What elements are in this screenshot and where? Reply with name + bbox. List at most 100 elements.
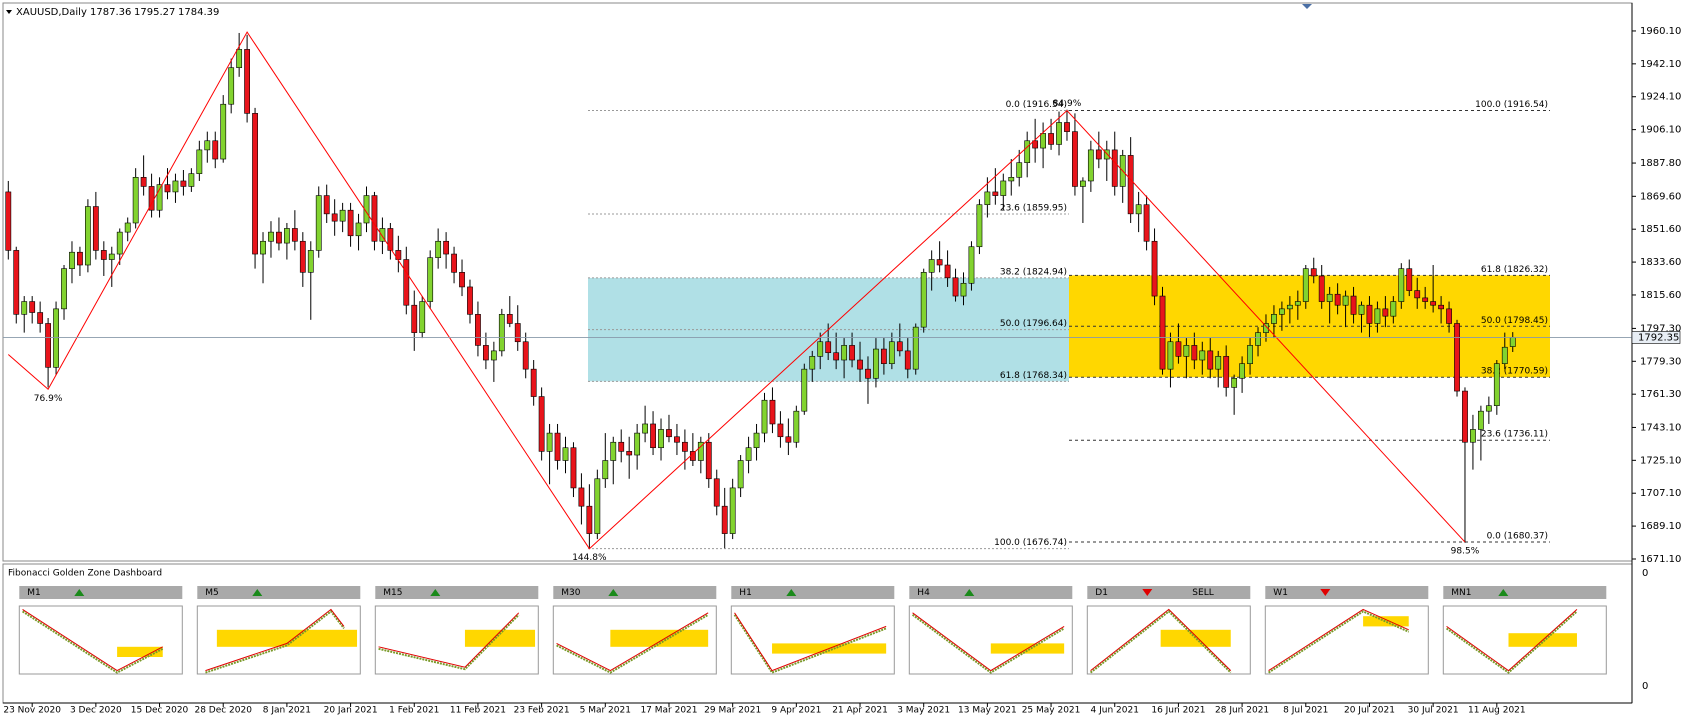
trend-arrow [964,589,975,596]
candle-body [1279,308,1285,315]
candle-body [912,326,919,370]
candle-body [626,451,633,456]
candle-body [841,345,847,361]
candle-body [1334,293,1341,306]
candle-body [546,432,553,452]
candle-body [944,264,951,279]
candle-body [92,206,99,251]
candle-body [1135,204,1142,215]
candle-body [1398,268,1405,302]
trend-arrow [1320,589,1331,596]
panel-zone [117,646,163,657]
candle-body [5,191,12,251]
x-tick-label: 4 Jun 2021 [1091,706,1139,715]
candle-body [100,250,107,260]
y-tick-label: 1942.10 [1640,59,1681,70]
panel-price [378,614,520,671]
x-tick-label: 9 Apr 2021 [771,706,821,715]
candle-body [769,399,776,425]
candle-body [1040,133,1046,149]
y-tick-label: 1725.10 [1640,455,1681,466]
candle-body [1406,268,1413,291]
header-low: 1784.39 [178,7,219,18]
candle-body [873,348,879,379]
panel-zigzag [1446,609,1578,672]
panel-chart [730,605,895,675]
fib-label: 50.0 (1796.64) [1000,319,1067,329]
panel-price [205,609,345,674]
candle-body [1032,140,1039,149]
candle-body [1422,297,1429,302]
candle-body [610,441,617,461]
candle-body [1167,341,1174,370]
candle-body [435,240,442,258]
trend-arrow [430,589,441,596]
candle-body [252,113,258,255]
panel-header [731,586,895,599]
candle-body [291,228,298,242]
candle-body [1350,295,1357,315]
header-open: 1787.36 [90,7,131,18]
candle-body [347,209,354,237]
candle-body [1430,301,1437,306]
panel-chart [18,605,183,675]
y-tick-label: 1887.80 [1640,158,1681,169]
candle-body [960,282,967,297]
panel-timeframe: MN1 [1451,588,1471,598]
candle-body [1159,295,1166,370]
panel-timeframe: D1 [1095,588,1108,598]
candle-body [427,257,434,302]
candle-body [315,195,322,251]
panel-header [375,586,539,599]
panel-zigzag [1090,608,1232,671]
candle-body [1064,122,1070,132]
fib-label: 0.0 (1916.54) [1006,100,1067,110]
panel-zone [464,629,536,647]
candle-body [164,184,171,193]
fib-label: 23.6 (1859.95) [1000,203,1067,213]
candle-body [1374,308,1381,324]
candle-body [1326,293,1333,302]
x-tick-label: 8 Jul 2021 [1283,706,1328,715]
trend-arrow [252,589,263,596]
candle-body [475,314,481,346]
candle-body [1223,356,1230,388]
panel-timeframe: W1 [1273,588,1288,598]
y-tick-label: 1761.30 [1640,389,1681,400]
fib-label: 61.8 (1768.34) [1000,371,1067,381]
candle-body [1247,345,1253,364]
x-tick-label: 20 Jan 2021 [324,706,378,715]
candle-body [1438,304,1444,310]
candle-body [817,341,824,357]
candle-body [363,195,370,224]
header-menu-arrow [6,10,12,14]
candle-body [586,505,593,534]
candle-body [705,441,712,480]
candle-body [570,447,577,489]
y-tick-label: 1707.10 [1640,488,1681,499]
panel-chart [908,605,1073,675]
candle-body [53,308,59,368]
dashboard-title: Fibonacci Golden Zone Dashboard [8,569,162,579]
candle-body [1239,363,1245,379]
candle-body [355,222,362,237]
candle-body [108,253,115,260]
candle-body [140,177,147,187]
panel-zigzag [1268,608,1409,672]
panel-header [1265,586,1429,599]
candle-body [132,177,139,224]
candle-body [1454,323,1460,392]
candle-body [1207,350,1214,370]
candle-body [260,240,266,255]
candle-body [331,213,338,222]
candle-body [1358,304,1365,315]
y-tick-label: 1906.10 [1640,125,1681,136]
zigzag-label: 84.9% [1053,99,1082,109]
candle-body [339,209,346,222]
x-tick-label: 3 May 2021 [897,706,950,715]
candle-body [984,191,991,206]
fib-label: 50.0 (1798.45) [1481,316,1548,326]
candle-body [1127,155,1134,215]
zigzag-line [7,31,1466,550]
